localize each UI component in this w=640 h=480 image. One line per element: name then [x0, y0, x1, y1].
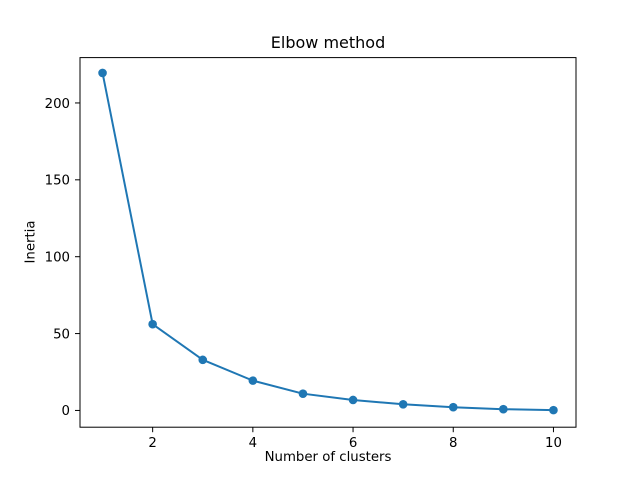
- axes-spines: [79, 57, 577, 428]
- chart-title: Elbow method: [270, 33, 386, 52]
- x-tick-label: 4: [249, 436, 257, 451]
- data-point: [348, 395, 358, 405]
- data-point: [298, 389, 308, 398]
- data-point: [248, 376, 258, 385]
- x-tick-label: 6: [349, 436, 357, 451]
- data-point: [198, 355, 208, 365]
- line-series: [101, 71, 555, 412]
- y-tick-label: 150: [45, 174, 70, 189]
- y-tick-label: 100: [45, 250, 70, 265]
- data-point: [499, 404, 508, 414]
- data-point: [398, 399, 408, 409]
- x-tick-label: 10: [545, 436, 562, 451]
- data-point: [98, 68, 107, 78]
- y-tick-label: 200: [45, 97, 70, 112]
- y-tick-label: 0: [62, 404, 70, 419]
- data-point: [448, 402, 458, 412]
- x-axis-label: Number of clusters: [264, 450, 392, 465]
- x-tick-label: 2: [148, 436, 156, 451]
- data-point: [148, 319, 157, 329]
- data-point: [549, 405, 558, 415]
- y-tick-label: 50: [53, 327, 70, 342]
- x-tick-label: 8: [449, 436, 457, 451]
